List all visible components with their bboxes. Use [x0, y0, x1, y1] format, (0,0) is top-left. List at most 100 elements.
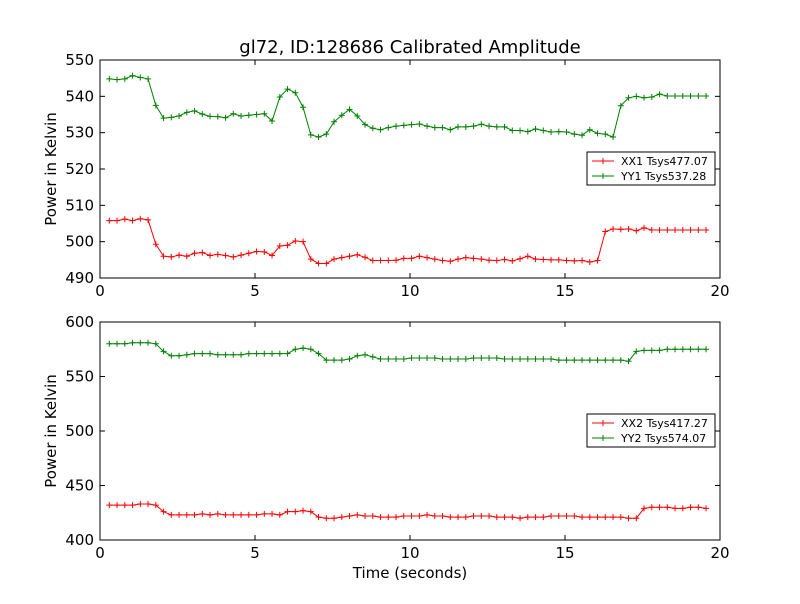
data-point: [369, 513, 376, 520]
data-point: [137, 339, 144, 346]
data-point: [214, 351, 221, 358]
data-point: [610, 357, 617, 364]
data-point: [300, 507, 307, 514]
data-point: [586, 259, 593, 266]
data-point: [687, 227, 694, 234]
data-point: [245, 511, 252, 518]
data-point: [145, 216, 152, 223]
data-point: [183, 253, 190, 260]
data-point: [199, 111, 206, 118]
data-point: [238, 112, 245, 119]
data-point: [307, 131, 314, 138]
data-point: [152, 502, 159, 509]
data-point: [517, 127, 524, 134]
data-point: [307, 256, 314, 263]
data-point: [238, 351, 245, 358]
legend-marker: [600, 173, 606, 179]
data-point: [253, 350, 260, 357]
data-point: [385, 356, 392, 363]
data-point: [602, 514, 609, 521]
data-point: [695, 504, 702, 511]
data-point: [672, 227, 679, 234]
data-point: [586, 514, 593, 521]
data-point: [207, 511, 214, 518]
data-point: [594, 514, 601, 521]
x-tick-label: 15: [555, 282, 574, 300]
data-point: [176, 511, 183, 518]
data-point: [408, 255, 415, 262]
data-point: [571, 513, 578, 520]
data-point: [346, 253, 353, 260]
data-point: [672, 505, 679, 512]
data-point: [354, 251, 361, 258]
data-point: [431, 354, 438, 361]
data-point: [641, 94, 648, 101]
data-point: [331, 357, 338, 364]
data-point: [501, 356, 508, 363]
data-point: [548, 256, 555, 263]
data-point: [106, 75, 113, 82]
data-point: [486, 123, 493, 130]
data-point: [672, 346, 679, 353]
data-point: [315, 350, 322, 357]
data-point: [447, 514, 454, 521]
data-point: [307, 346, 314, 353]
data-point: [160, 508, 167, 515]
data-point: [447, 356, 454, 363]
data-point: [129, 502, 136, 509]
data-point: [625, 225, 632, 232]
data-point: [393, 514, 400, 521]
data-point: [245, 250, 252, 257]
data-point: [346, 513, 353, 520]
data-point: [703, 92, 710, 99]
x-tick-label: 20: [710, 544, 729, 562]
data-point: [478, 513, 485, 520]
data-point: [338, 357, 345, 364]
data-point: [152, 340, 159, 347]
data-point: [323, 515, 330, 522]
series-line-1-2: [109, 75, 707, 138]
data-point: [455, 514, 462, 521]
data-point: [160, 115, 167, 122]
data-point: [524, 514, 531, 521]
data-point: [230, 351, 237, 358]
y-tick-label: 520: [65, 160, 94, 178]
data-point: [377, 126, 384, 133]
data-point: [486, 513, 493, 520]
data-point: [160, 253, 167, 260]
data-point: [121, 340, 128, 347]
data-point: [369, 125, 376, 132]
data-point: [129, 72, 136, 79]
data-point: [548, 356, 555, 363]
data-point: [106, 502, 113, 509]
data-point: [501, 256, 508, 263]
data-point: [369, 353, 376, 360]
data-point: [617, 102, 624, 109]
data-point: [284, 242, 291, 249]
data-point: [493, 514, 500, 521]
data-point: [176, 112, 183, 119]
data-point: [145, 339, 152, 346]
data-point: [695, 92, 702, 99]
y-tick-label: 510: [65, 196, 94, 214]
data-point: [656, 91, 663, 98]
data-point: [354, 352, 361, 359]
data-point: [323, 260, 330, 267]
data-point: [362, 513, 369, 520]
data-point: [191, 250, 198, 257]
data-point: [323, 131, 330, 138]
data-point: [331, 256, 338, 263]
data-point: [625, 358, 632, 365]
data-point: [385, 124, 392, 131]
series-line-1-1: [109, 218, 707, 264]
data-point: [400, 122, 407, 129]
data-point: [176, 352, 183, 359]
data-point: [579, 514, 586, 521]
data-point: [261, 510, 268, 517]
data-point: [346, 356, 353, 363]
data-point: [424, 123, 431, 130]
data-point: [145, 75, 152, 82]
data-point: [501, 123, 508, 130]
data-point: [571, 257, 578, 264]
